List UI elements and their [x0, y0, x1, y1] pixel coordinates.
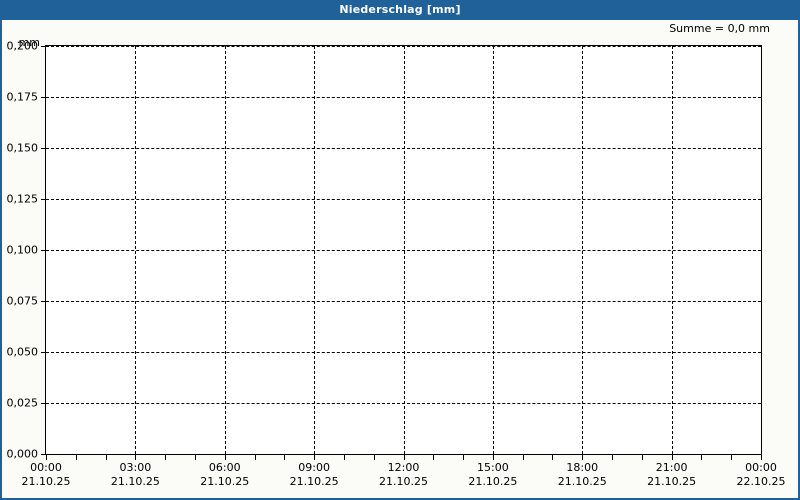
x-axis-tick [403, 455, 405, 460]
y-axis: 0,000 0,025 0,050 0,075 0,100 0,125 0,150 0,175… [2, 40, 45, 461]
y-axis-tick-label: 0,000 [6, 447, 39, 461]
y-axis-tick [41, 301, 45, 302]
vertical-gridline [671, 46, 673, 454]
x-axis-tick [641, 455, 643, 460]
x-axis-tick-date: 21.10.25 [647, 475, 697, 488]
x-axis-tick-time: 03:00 [119, 461, 152, 474]
vertical-gridline [224, 46, 226, 454]
x-axis: 00:00 21.10.25 03:00 21.10.25 06:00 21.10.25 0… [22, 455, 785, 498]
page-title: Niederschlag [mm] [339, 3, 461, 16]
y-axis-tick-label: 0,100 [6, 243, 39, 257]
summary-annotation: Summe = 0,0 mm [669, 22, 770, 35]
x-axis-tick-label: 18:00 21.10.25 [558, 461, 607, 489]
plot-area [45, 45, 762, 455]
x-axis-tick-date: 21.10.25 [21, 475, 71, 488]
y-axis-unit-label: mm [18, 36, 40, 49]
y-axis-tick-label: 0,050 [6, 345, 39, 359]
x-axis-tick-time: 12:00 [387, 461, 420, 474]
x-axis-tick [135, 455, 137, 460]
x-axis-tick-label: 06:00 21.10.25 [200, 461, 249, 489]
window-title-bar: Niederschlag [mm] [2, 0, 798, 20]
x-axis-tick-time: 18:00 [566, 461, 599, 474]
x-axis-tick [552, 455, 554, 460]
y-axis-tick-label: 0,175 [6, 90, 39, 104]
x-axis-tick-label: 21:00 21.10.25 [647, 461, 696, 489]
x-axis-tick-date: 21.10.25 [200, 475, 250, 488]
x-axis-tick-date: 21.10.25 [110, 475, 160, 488]
y-axis-tick [41, 454, 45, 455]
x-axis-tick [731, 455, 733, 460]
x-axis-tick [701, 455, 703, 460]
vertical-gridline [492, 46, 494, 454]
x-axis-tick-time: 00:00 [745, 461, 777, 474]
x-axis-tick-time: 00:00 [30, 461, 62, 474]
x-axis-tick-time: 21:00 [655, 461, 688, 474]
x-axis-tick-label: 09:00 21.10.25 [290, 461, 339, 489]
x-axis-tick [373, 455, 375, 460]
x-axis-tick [433, 455, 435, 460]
vertical-gridline [582, 46, 584, 454]
y-axis-tick-label: 0,025 [6, 396, 39, 410]
x-axis-tick [254, 455, 256, 460]
x-axis-tick [165, 455, 167, 460]
y-axis-tick [41, 46, 45, 47]
vertical-gridline [314, 46, 316, 454]
x-axis-tick [314, 455, 316, 460]
y-axis-tick [41, 403, 45, 404]
x-axis-tick [75, 455, 77, 460]
x-axis-tick [194, 455, 196, 460]
x-axis-tick [284, 455, 286, 460]
x-axis-tick-time: 06:00 [208, 461, 241, 474]
y-axis-tick [41, 352, 45, 353]
x-axis-tick-date: 21.10.25 [468, 475, 518, 488]
x-axis-tick-date: 22.10.25 [736, 475, 786, 488]
x-axis-tick-date: 21.10.25 [289, 475, 339, 488]
x-axis-tick-label: 12:00 21.10.25 [379, 461, 428, 489]
vertical-gridline [135, 46, 137, 454]
y-axis-tick-label: 0,150 [6, 141, 39, 155]
x-axis-tick [463, 455, 465, 460]
x-axis-tick [582, 455, 584, 460]
x-axis-tick [46, 455, 47, 460]
x-axis-tick-time: 09:00 [298, 461, 330, 474]
x-axis-tick [612, 455, 614, 460]
x-axis-tick-label: 15:00 21.10.25 [468, 461, 517, 489]
y-axis-tick-label: 0,075 [6, 294, 39, 308]
x-axis-tick [105, 455, 107, 460]
x-axis-tick-label: 00:00 21.10.25 [22, 461, 71, 489]
y-axis-tick-label: 0,125 [6, 192, 39, 206]
x-axis-tick-label: 00:00 22.10.25 [737, 461, 786, 489]
x-axis-tick [761, 455, 762, 460]
y-axis-tick [41, 97, 45, 98]
y-axis-tick [41, 148, 45, 149]
x-axis-tick [224, 455, 226, 460]
vertical-gridline [403, 46, 405, 454]
x-axis-tick [492, 455, 494, 460]
x-axis-tick [343, 455, 345, 460]
x-axis-tick-date: 21.10.25 [557, 475, 607, 488]
x-axis-tick-time: 15:00 [477, 461, 509, 474]
y-axis-tick [41, 250, 45, 251]
x-axis-tick-date: 21.10.25 [379, 475, 428, 488]
y-axis-tick [41, 199, 45, 200]
x-axis-tick-label: 03:00 21.10.25 [111, 461, 160, 489]
x-axis-tick [522, 455, 524, 460]
y-axis-tick-label: 0,200 [6, 39, 39, 53]
x-axis-tick [671, 455, 673, 460]
